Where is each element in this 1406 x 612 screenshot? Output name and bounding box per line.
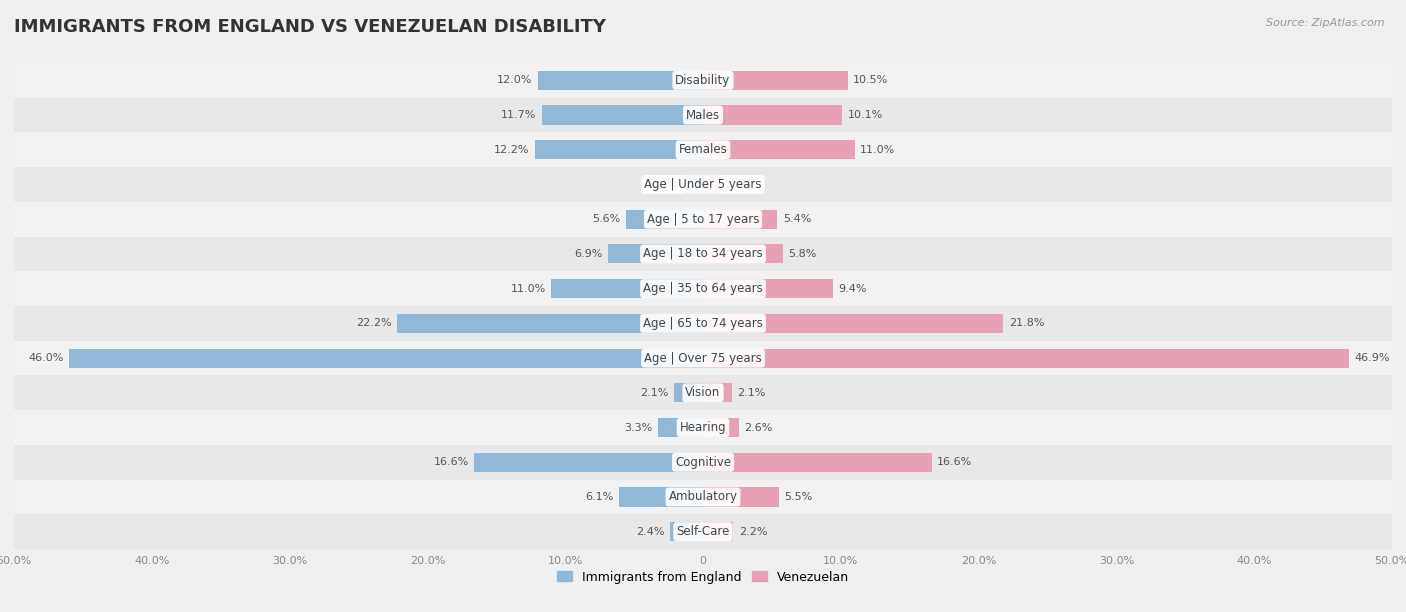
Bar [703,349,1350,368]
Bar [14,480,1392,514]
Text: Age | 18 to 34 years: Age | 18 to 34 years [643,247,763,261]
Text: 2.2%: 2.2% [738,527,768,537]
Bar [673,383,703,402]
Legend: Immigrants from England, Venezuelan: Immigrants from England, Venezuelan [553,565,853,589]
Text: 46.0%: 46.0% [28,353,63,363]
Bar [541,105,703,125]
Text: Source: ZipAtlas.com: Source: ZipAtlas.com [1267,18,1385,28]
Bar [703,175,720,194]
Bar [703,279,832,298]
Text: 5.8%: 5.8% [789,249,817,259]
Text: 46.9%: 46.9% [1355,353,1391,363]
Text: 16.6%: 16.6% [433,457,468,467]
Text: 1.2%: 1.2% [725,179,754,190]
Bar [14,202,1392,237]
Text: 3.3%: 3.3% [624,422,652,433]
Text: 11.0%: 11.0% [860,145,896,155]
Bar [14,237,1392,271]
Bar [551,279,703,298]
Text: 2.1%: 2.1% [640,388,669,398]
Bar [534,140,703,159]
Text: 21.8%: 21.8% [1010,318,1045,329]
Text: Cognitive: Cognitive [675,456,731,469]
Text: Males: Males [686,108,720,122]
Bar [703,418,738,437]
Bar [607,244,703,263]
Bar [703,314,1004,333]
Text: 22.2%: 22.2% [356,318,392,329]
Text: Age | 5 to 17 years: Age | 5 to 17 years [647,213,759,226]
Text: Age | Over 75 years: Age | Over 75 years [644,351,762,365]
Text: Age | 65 to 74 years: Age | 65 to 74 years [643,317,763,330]
Bar [14,445,1392,480]
Bar [683,175,703,194]
Bar [474,453,703,472]
Bar [14,132,1392,167]
Bar [658,418,703,437]
Bar [14,341,1392,375]
Bar [619,487,703,507]
Bar [14,514,1392,549]
Text: 16.6%: 16.6% [938,457,973,467]
Text: 5.4%: 5.4% [783,214,811,224]
Bar [14,306,1392,341]
Text: 10.5%: 10.5% [853,75,889,85]
Bar [669,522,703,541]
Bar [69,349,703,368]
Bar [703,105,842,125]
Text: 2.1%: 2.1% [738,388,766,398]
Bar [14,375,1392,410]
Bar [396,314,703,333]
Bar [703,210,778,229]
Bar [703,71,848,90]
Text: 2.4%: 2.4% [636,527,665,537]
Text: 2.6%: 2.6% [744,422,773,433]
Bar [14,271,1392,306]
Text: 10.1%: 10.1% [848,110,883,120]
Text: 9.4%: 9.4% [838,283,866,294]
Text: Vision: Vision [685,386,721,399]
Bar [703,383,733,402]
Text: 12.0%: 12.0% [496,75,531,85]
Bar [703,140,855,159]
Bar [703,522,734,541]
Bar [703,453,932,472]
Bar [14,410,1392,445]
Bar [537,71,703,90]
Bar [626,210,703,229]
Text: Females: Females [679,143,727,156]
Text: Disability: Disability [675,74,731,87]
Text: 11.7%: 11.7% [501,110,536,120]
Text: Self-Care: Self-Care [676,525,730,538]
Text: Age | Under 5 years: Age | Under 5 years [644,178,762,191]
Text: Hearing: Hearing [679,421,727,434]
Bar [703,244,783,263]
Text: 5.5%: 5.5% [785,492,813,502]
Text: 12.2%: 12.2% [494,145,530,155]
Text: 5.6%: 5.6% [592,214,620,224]
Bar [14,63,1392,98]
Text: 6.1%: 6.1% [585,492,613,502]
Text: IMMIGRANTS FROM ENGLAND VS VENEZUELAN DISABILITY: IMMIGRANTS FROM ENGLAND VS VENEZUELAN DI… [14,18,606,36]
Text: 1.4%: 1.4% [650,179,678,190]
Text: Ambulatory: Ambulatory [668,490,738,504]
Text: 6.9%: 6.9% [574,249,602,259]
Bar [14,98,1392,132]
Bar [14,167,1392,202]
Bar [703,487,779,507]
Text: Age | 35 to 64 years: Age | 35 to 64 years [643,282,763,295]
Text: 11.0%: 11.0% [510,283,546,294]
